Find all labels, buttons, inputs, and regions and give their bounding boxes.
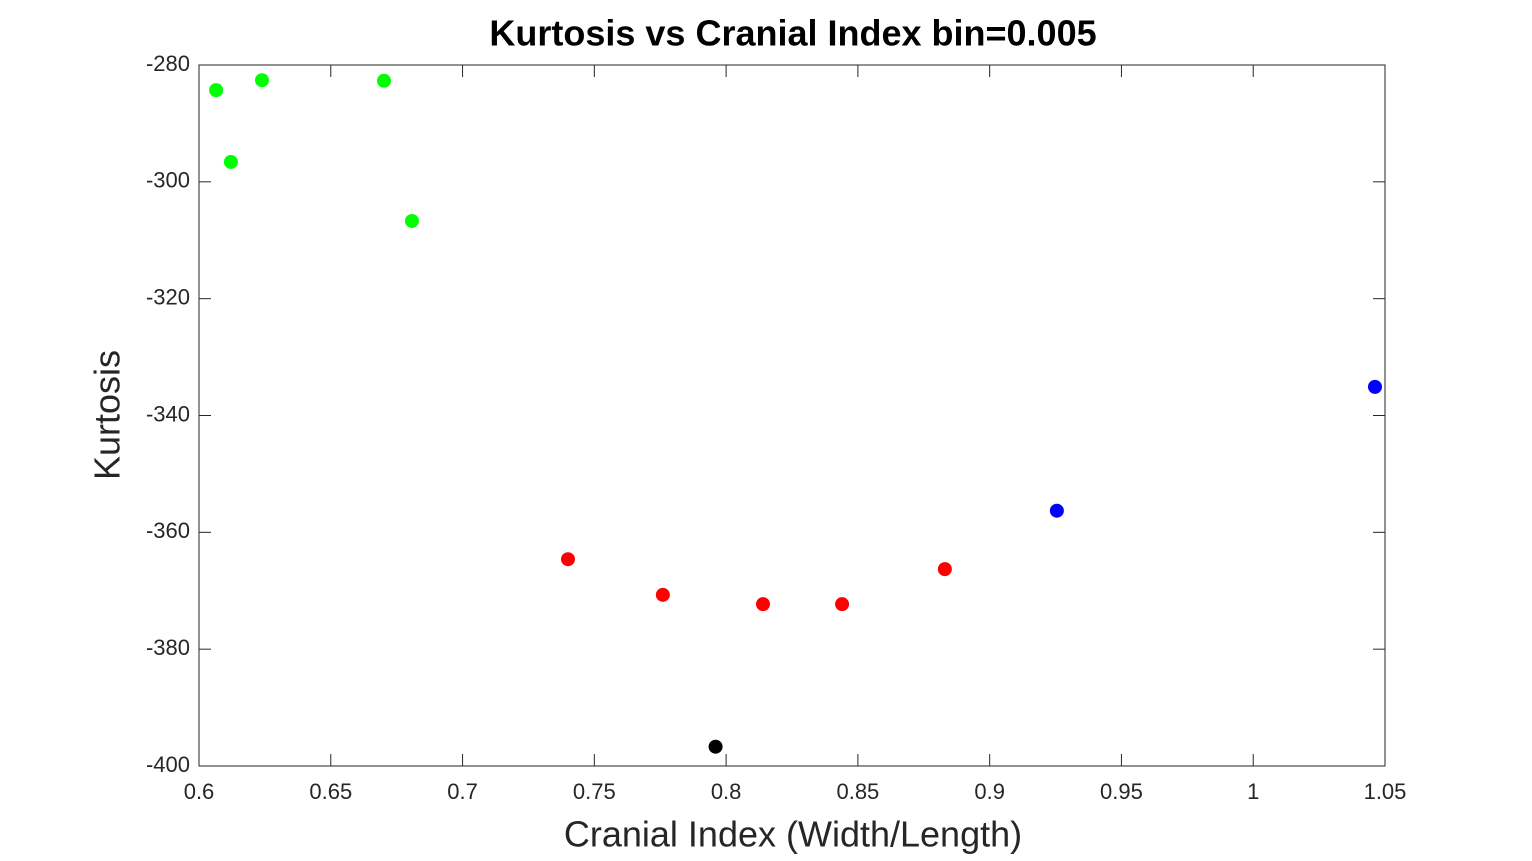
data-point [756,597,771,612]
data-point [560,552,575,567]
x-tick-label: 0.6 [184,779,215,804]
data-point [1049,503,1064,518]
y-tick-label: -320 [146,284,190,309]
data-point [937,562,952,577]
y-tick-label: -380 [146,635,190,660]
chart-title: Kurtosis vs Cranial Index bin=0.005 [489,13,1096,54]
y-tick-label: -360 [146,518,190,543]
data-point [655,587,670,602]
y-tick-label: -340 [146,401,190,426]
data-point [708,739,723,754]
data-point [209,83,224,98]
y-tick-label: -400 [146,752,190,777]
x-tick-label: 0.65 [309,779,352,804]
data-point [223,154,238,169]
x-tick-label: 0.75 [573,779,616,804]
y-tick-label: -300 [146,168,190,193]
x-tick-label: 0.85 [836,779,879,804]
data-point [404,213,419,228]
x-tick-label: 0.9 [974,779,1005,804]
data-point [1367,379,1382,394]
x-tick-label: 0.8 [711,779,742,804]
x-tick-label: 1 [1247,779,1259,804]
y-axis-label: Kurtosis [87,350,128,480]
x-tick-label: 1.05 [1364,779,1407,804]
x-tick-label: 0.7 [447,779,478,804]
y-tick-label: -280 [146,51,190,76]
data-point [254,73,269,88]
data-point [835,597,850,612]
x-tick-label: 0.95 [1100,779,1143,804]
x-axis-label: Cranial Index (Width/Length) [564,814,1022,855]
data-point [377,73,392,88]
